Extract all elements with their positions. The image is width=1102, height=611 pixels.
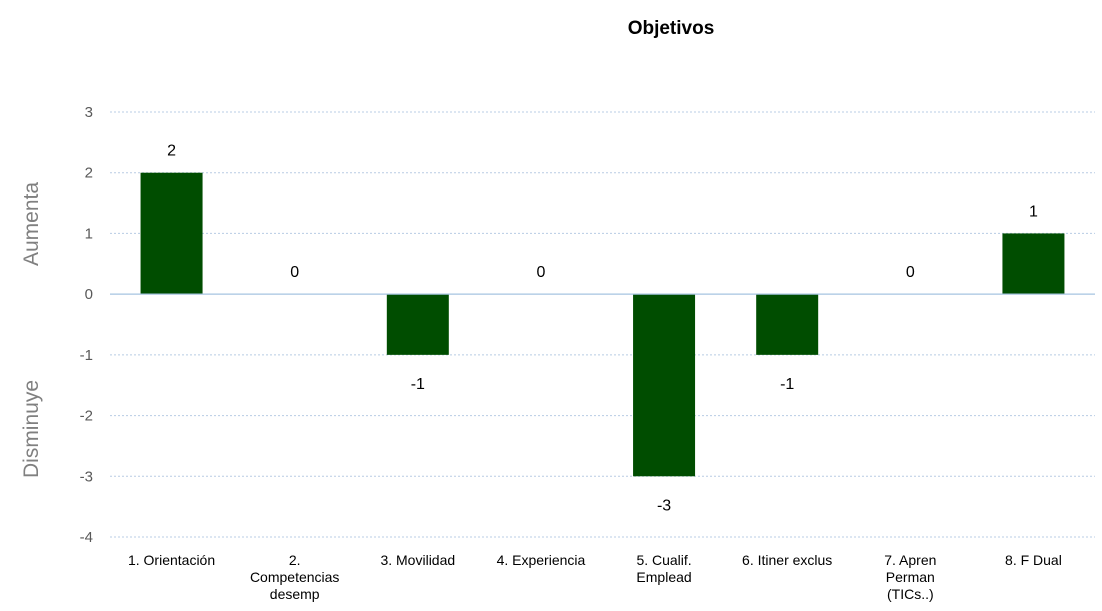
y-tick-label: -4 [80, 529, 93, 546]
x-tick-label: Competencias [250, 569, 340, 585]
y-tick-label: -2 [80, 408, 93, 425]
data-label: 1 [1029, 203, 1038, 220]
y-tick-label: 0 [85, 286, 93, 303]
data-label: 0 [290, 264, 299, 281]
x-tick-label: 6. Itiner exclus [742, 552, 832, 568]
y-tick-label: -1 [80, 347, 93, 364]
data-label: -1 [411, 376, 425, 393]
x-tick-label: desemp [270, 586, 320, 602]
y-tick-label: -3 [80, 468, 93, 485]
bar [386, 294, 449, 355]
x-tick-label: 3. Movilidad [380, 552, 455, 568]
bar [1002, 233, 1065, 295]
bar [756, 294, 819, 355]
y-tick-label: 1 [85, 225, 93, 242]
x-tick-label: 1. Orientación [128, 552, 215, 568]
data-label: 0 [906, 264, 915, 281]
y-tick-label: 2 [85, 165, 93, 182]
x-tick-label: 4. Experiencia [497, 552, 586, 568]
x-tick-label: 8. F Dual [1005, 552, 1062, 568]
data-label: -3 [657, 497, 671, 514]
x-tick-label: 5. Cualif. [636, 552, 691, 568]
x-tick-label: Perman [886, 569, 935, 585]
chart-title: Objetivos [627, 18, 715, 39]
x-tick-label: 7. Apren [884, 552, 936, 568]
x-tick-label: Emplead [636, 569, 691, 585]
data-label: 2 [167, 143, 176, 160]
x-tick-label: (TICs..) [887, 586, 934, 602]
data-label: -1 [780, 376, 794, 393]
bar [633, 294, 696, 477]
data-label: 0 [536, 264, 545, 281]
bar [140, 172, 203, 295]
y-tick-label: 3 [85, 104, 93, 121]
x-tick-label: 2. [289, 552, 301, 568]
